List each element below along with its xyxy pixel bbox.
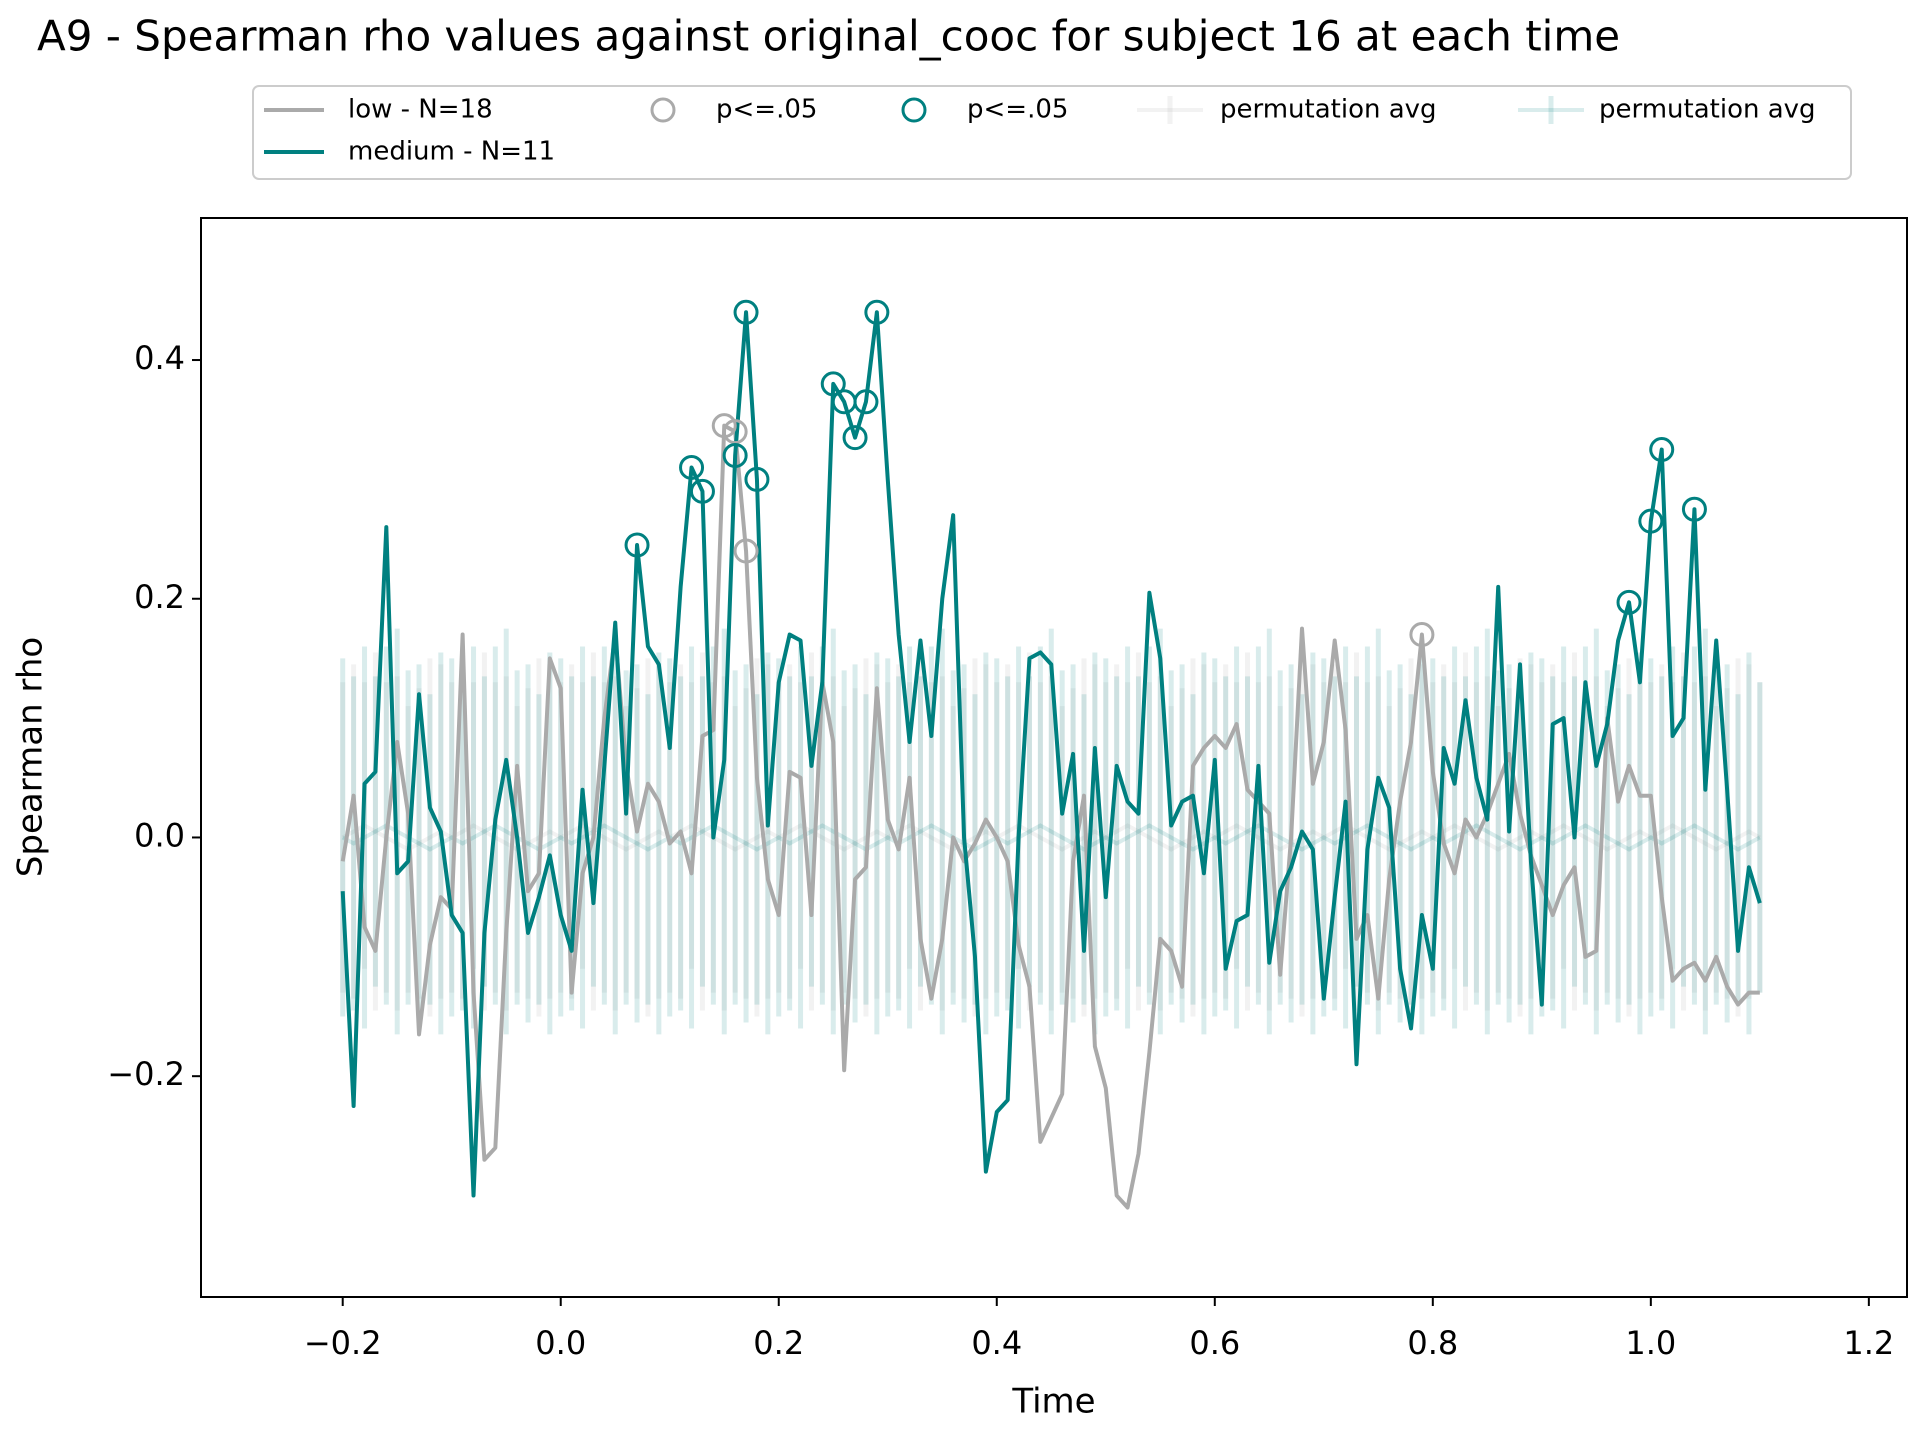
legend-handle <box>901 97 927 123</box>
significance-marker <box>1681 496 1707 522</box>
legend-label: permutation avg <box>1220 95 1437 125</box>
legend-label: medium - N=11 <box>348 137 555 167</box>
significance-marker <box>733 538 759 564</box>
series-line <box>340 310 1762 1198</box>
legend-label: low - N=18 <box>348 95 493 125</box>
series-line <box>340 423 1760 1210</box>
significance-marker <box>689 478 715 504</box>
x-tick-label: 0.4 <box>971 1324 1022 1362</box>
significance-marker <box>1409 622 1435 648</box>
plot-frame <box>200 217 1908 1298</box>
legend-label: p<=.05 <box>716 95 817 125</box>
y-tick-label: 0.4 <box>134 339 185 377</box>
x-axis-label: Time <box>1011 1382 1095 1422</box>
x-tick-label: 0.2 <box>753 1324 804 1362</box>
x-tick-label: 0.6 <box>1189 1324 1240 1362</box>
x-tick-label: 0.8 <box>1407 1324 1458 1362</box>
x-tick-label: 1.2 <box>1843 1324 1894 1362</box>
y-axis-label: Spearman rho <box>11 637 51 877</box>
y-tick-label: −0.2 <box>107 1055 185 1093</box>
significance-marker <box>744 466 770 492</box>
y-tick-label: 0.2 <box>134 578 185 616</box>
chart-title: A9 - Spearman rho values against origina… <box>37 12 1620 61</box>
significance-marker <box>864 299 890 325</box>
significance-marker <box>853 389 879 415</box>
x-tick-label: 1.0 <box>1625 1324 1676 1362</box>
significance-marker <box>679 454 705 480</box>
significance-marker <box>722 419 748 445</box>
significance-marker <box>624 532 650 558</box>
legend-label: permutation avg <box>1599 95 1816 125</box>
significance-marker <box>820 371 846 397</box>
legend-handle <box>650 97 676 123</box>
significance-marker <box>722 443 748 469</box>
legend-label: p<=.05 <box>967 95 1068 125</box>
significance-marker <box>842 425 868 451</box>
x-tick-label: 0.0 <box>535 1324 586 1362</box>
significance-marker <box>1616 589 1642 615</box>
y-tick-label: 0.0 <box>134 816 185 854</box>
x-tick-label: −0.2 <box>304 1324 382 1362</box>
significance-marker <box>1638 508 1664 534</box>
significance-marker <box>1649 437 1675 463</box>
significance-marker <box>733 299 759 325</box>
